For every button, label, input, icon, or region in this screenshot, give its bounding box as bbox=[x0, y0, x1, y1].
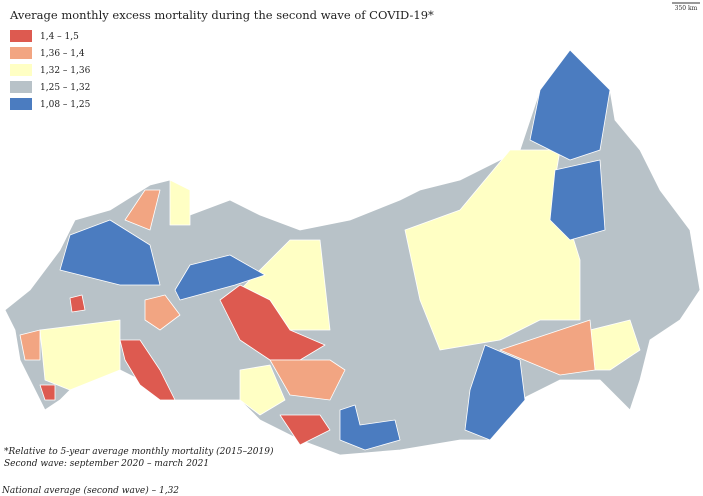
legend-swatch bbox=[10, 81, 32, 93]
legend: 1,4 – 1,5 1,36 – 1,4 1,32 – 1,36 1,25 – 1,3… bbox=[10, 30, 91, 110]
region bbox=[404, 149, 581, 351]
region bbox=[69, 294, 86, 313]
region bbox=[174, 254, 266, 301]
map-title: Average monthly excess mortality during … bbox=[9, 8, 434, 22]
region bbox=[269, 359, 346, 401]
footnote: *Relative to 5-year average monthly mort… bbox=[4, 446, 274, 457]
legend-label: 1,25 – 1,32 bbox=[40, 83, 90, 93]
legend-label: 1,32 – 1,36 bbox=[40, 66, 91, 76]
legend-swatch bbox=[10, 98, 32, 110]
legend-swatch bbox=[10, 30, 32, 42]
region bbox=[124, 189, 161, 231]
region bbox=[239, 364, 286, 416]
region bbox=[119, 339, 176, 401]
legend-label: 1,36 – 1,4 bbox=[40, 49, 85, 59]
region bbox=[464, 344, 526, 441]
region bbox=[19, 329, 41, 361]
legend-swatch bbox=[10, 47, 32, 59]
footnote: Second wave: september 2020 – march 2021 bbox=[4, 459, 209, 469]
region bbox=[339, 404, 401, 451]
scale-label: 350 km bbox=[675, 5, 698, 12]
region bbox=[529, 49, 611, 161]
legend-swatch bbox=[10, 64, 32, 76]
map bbox=[4, 49, 701, 456]
region bbox=[39, 384, 56, 401]
region bbox=[144, 294, 181, 331]
region bbox=[219, 284, 326, 361]
region bbox=[549, 159, 606, 241]
national-average: National average (second wave) – 1,32 bbox=[1, 485, 179, 496]
region bbox=[499, 319, 596, 376]
region bbox=[39, 319, 121, 391]
region bbox=[169, 179, 191, 226]
legend-label: 1,4 – 1,5 bbox=[40, 32, 79, 42]
legend-label: 1,08 – 1,25 bbox=[40, 100, 91, 110]
region bbox=[59, 219, 161, 286]
region bbox=[279, 414, 331, 446]
